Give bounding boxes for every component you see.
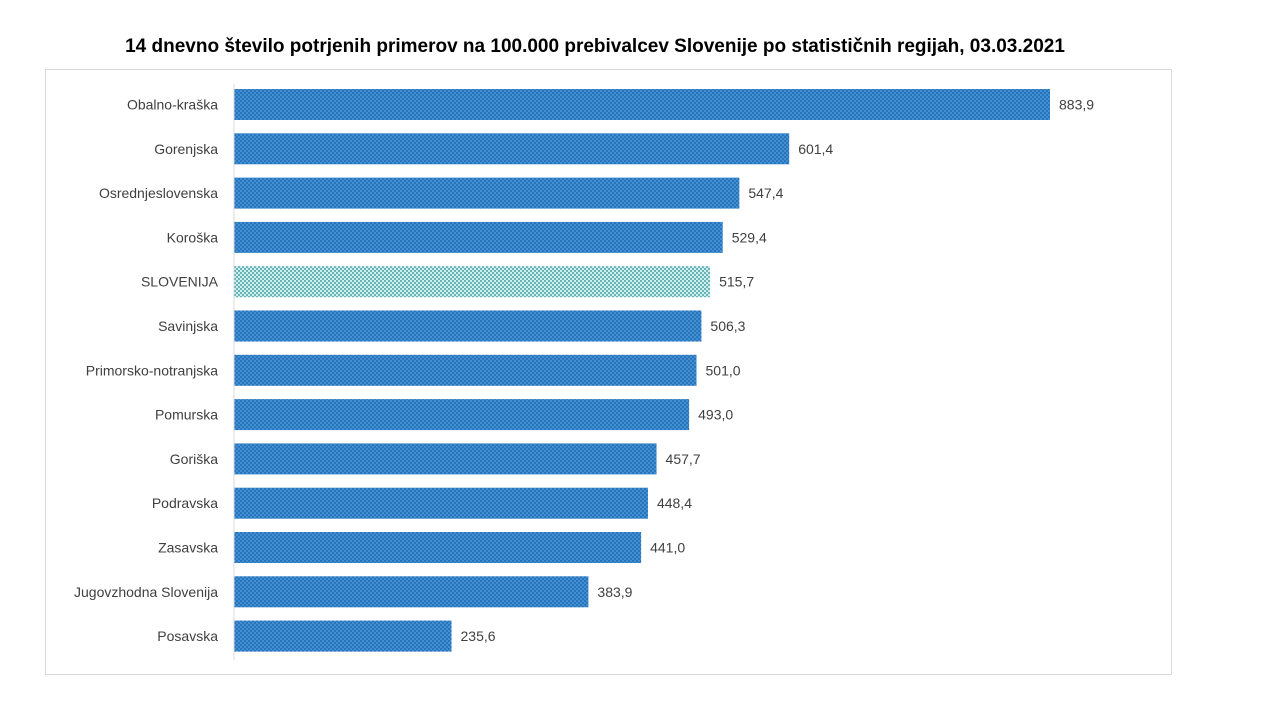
category-label: Podravska [152,495,218,511]
category-label: Koroška [167,229,219,245]
bar-zasavska [234,532,642,563]
value-label: 515,7 [719,274,754,290]
bar-pomurska [234,399,690,431]
category-label: Osrednjeslovenska [99,185,218,201]
bar-koroška [234,221,723,253]
bar-osrednjeslovenska [234,177,740,209]
bar-goriška [234,443,657,475]
category-label: Goriška [170,451,218,467]
chart-frame [45,69,1172,675]
category-label: Jugovzhodna Slovenija [74,584,218,600]
value-label: 529,4 [732,229,767,245]
category-label: Gorenjska [154,141,218,157]
value-label: 601,4 [798,141,833,157]
category-label: Pomurska [155,407,218,423]
value-label: 383,9 [597,584,632,600]
value-label: 883,9 [1059,97,1094,113]
value-label: 235,6 [461,628,496,644]
value-label: 506,3 [710,318,745,334]
category-label: Obalno-kraška [127,97,218,113]
category-label: SLOVENIJA [141,274,219,290]
category-label: Primorsko-notranjska [86,362,218,378]
value-label: 493,0 [698,407,733,423]
chart-title: 14 dnevno število potrjenih primerov na … [125,36,1065,57]
value-label: 441,0 [650,540,685,556]
bar-posavska [234,620,452,652]
value-label: 448,4 [657,495,692,511]
value-label: 547,4 [748,185,783,201]
category-label: Posavska [157,628,218,644]
bar-obalno-kraška [234,89,1050,120]
value-label: 501,0 [706,362,741,378]
bar-primorsko-notranjska [234,354,697,386]
value-label: 457,7 [666,451,701,467]
bar-savinjska [234,310,702,342]
bar-jugovzhodna-slovenija [234,576,589,608]
bar-slovenija [234,266,711,298]
bar-podravska [234,487,648,519]
category-label: Zasavska [158,540,218,556]
category-label: Savinjska [158,318,218,334]
bar-gorenjska [234,133,790,165]
